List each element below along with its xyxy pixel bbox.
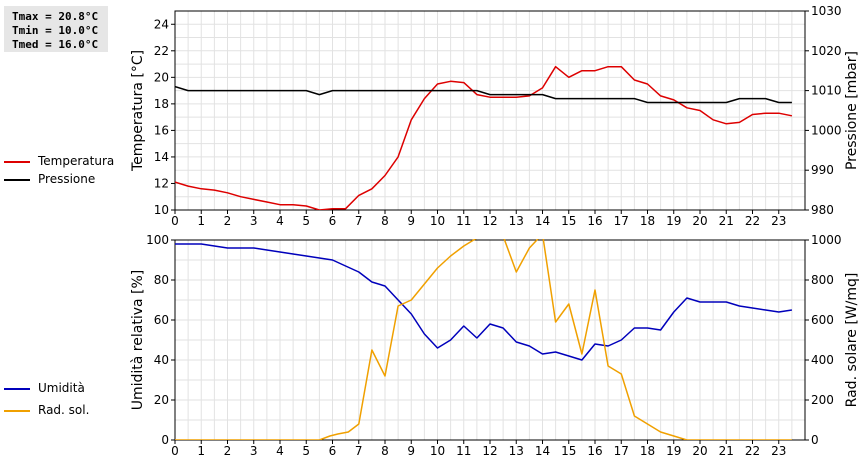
y-tick-label: 12	[154, 176, 169, 190]
x-tick-label: 17	[614, 444, 629, 458]
x-tick-label: 1	[197, 214, 205, 228]
chart-panel-bottom: 0 1 2 3 4 5 6 7 8 9 10 11 12 13 14 15 16 17 18 19 20 21 22 2302…	[130, 233, 860, 458]
x-tick-label: 2	[224, 214, 232, 228]
x-tick-label: 0	[171, 444, 179, 458]
x-tick-label: 16	[587, 444, 602, 458]
y2-tick-label: 980	[811, 203, 834, 217]
y2-tick-label: 600	[811, 313, 834, 327]
x-tick-label: 8	[381, 214, 389, 228]
y-tick-label: 20	[154, 70, 169, 84]
chart-panel-top: 0 1 2 3 4 5 6 7 8 9 10 11 12 13 14 15 16 17 18 19 20 21 22 2310…	[130, 4, 860, 228]
x-tick-label: 22	[745, 214, 760, 228]
x-tick-label: 20	[692, 444, 707, 458]
y-axis-label: Umidità relativa [%]	[130, 270, 146, 411]
y-tick-label: 100	[146, 233, 169, 247]
x-tick-label: 4	[276, 214, 284, 228]
y2-tick-label: 990	[811, 163, 834, 177]
x-tick-label: 10	[430, 214, 445, 228]
x-tick-label: 14	[535, 444, 550, 458]
x-tick-label: 12	[482, 214, 497, 228]
y-tick-label: 14	[154, 150, 169, 164]
x-tick-label: 5	[302, 214, 310, 228]
x-tick-label: 20	[692, 214, 707, 228]
x-tick-label: 3	[250, 214, 258, 228]
series-line-umidit	[175, 243, 793, 361]
x-tick-label: 13	[509, 214, 524, 228]
x-tick-label: 4	[276, 444, 284, 458]
y-tick-label: 10	[154, 203, 169, 217]
x-tick-label: 9	[407, 214, 415, 228]
y-tick-label: 16	[154, 123, 169, 137]
series-line-temperatura	[175, 65, 793, 210]
x-tick-label: 6	[329, 444, 337, 458]
x-tick-label: 6	[329, 214, 337, 228]
y2-tick-label: 0	[811, 433, 819, 447]
tmed-text: Tmed = 16.0°C	[12, 38, 99, 51]
x-tick-label: 19	[666, 214, 681, 228]
y2-tick-label: 400	[811, 353, 834, 367]
series-line-pressione	[175, 85, 792, 104]
x-tick-label: 10	[430, 444, 445, 458]
x-tick-label: 11	[456, 214, 471, 228]
x-tick-label: 13	[509, 444, 524, 458]
y-tick-label: 24	[154, 17, 169, 31]
x-tick-label: 11	[456, 444, 471, 458]
tmin-text: Tmin = 10.0°C	[12, 24, 99, 37]
y-tick-label: 22	[154, 44, 169, 58]
x-tick-label: 16	[587, 214, 602, 228]
y2-axis-label: Pressione [mbar]	[844, 51, 860, 170]
y-tick-label: 80	[154, 273, 169, 287]
x-tick-label: 15	[561, 444, 576, 458]
y2-tick-label: 1030	[811, 4, 842, 18]
tmax-text: Tmax = 20.8°C	[12, 10, 99, 23]
x-tick-label: 23	[771, 214, 786, 228]
stats-box: Tmax = 20.8°C Tmin = 10.0°C Tmed = 16.0°…	[4, 6, 108, 52]
x-tick-label: 7	[355, 214, 363, 228]
legend-swatch	[4, 161, 30, 163]
legend-label: Pressione	[38, 172, 96, 186]
y2-tick-label: 1020	[811, 44, 842, 58]
legend-label: Temperatura	[38, 154, 115, 168]
x-tick-label: 0	[171, 214, 179, 228]
y-tick-label: 20	[154, 393, 169, 407]
x-tick-label: 19	[666, 444, 681, 458]
x-tick-label: 18	[640, 444, 655, 458]
legend-label: Umidità	[38, 381, 85, 395]
y2-tick-label: 800	[811, 273, 834, 287]
y-tick-label: 18	[154, 97, 169, 111]
x-tick-label: 5	[302, 444, 310, 458]
x-tick-label: 2	[224, 444, 232, 458]
legend-label: Rad. sol.	[38, 403, 90, 417]
y-tick-label: 40	[154, 353, 169, 367]
x-tick-label: 8	[381, 444, 389, 458]
legend-swatch	[4, 410, 30, 412]
y2-tick-label: 1000	[811, 123, 842, 137]
y-tick-label: 0	[161, 433, 169, 447]
y-tick-label: 60	[154, 313, 169, 327]
legend-swatch	[4, 179, 30, 181]
y2-axis-label: Rad. solare [W/mq]	[844, 273, 860, 408]
x-tick-label: 23	[771, 444, 786, 458]
x-tick-label: 12	[482, 444, 497, 458]
x-tick-label: 21	[719, 444, 734, 458]
x-tick-label: 9	[407, 444, 415, 458]
x-tick-label: 1	[197, 444, 205, 458]
y2-tick-label: 1010	[811, 84, 842, 98]
x-tick-label: 18	[640, 214, 655, 228]
x-tick-label: 15	[561, 214, 576, 228]
legend-swatch	[4, 388, 30, 390]
x-tick-label: 14	[535, 214, 550, 228]
y2-tick-label: 1000	[811, 233, 842, 247]
x-tick-label: 22	[745, 444, 760, 458]
x-tick-label: 7	[355, 444, 363, 458]
x-tick-label: 17	[614, 214, 629, 228]
series-line-rad-sol	[175, 239, 792, 440]
x-tick-label: 21	[719, 214, 734, 228]
y-axis-label: Temperatura [°C]	[130, 50, 146, 172]
x-tick-label: 3	[250, 444, 258, 458]
y2-tick-label: 200	[811, 393, 834, 407]
